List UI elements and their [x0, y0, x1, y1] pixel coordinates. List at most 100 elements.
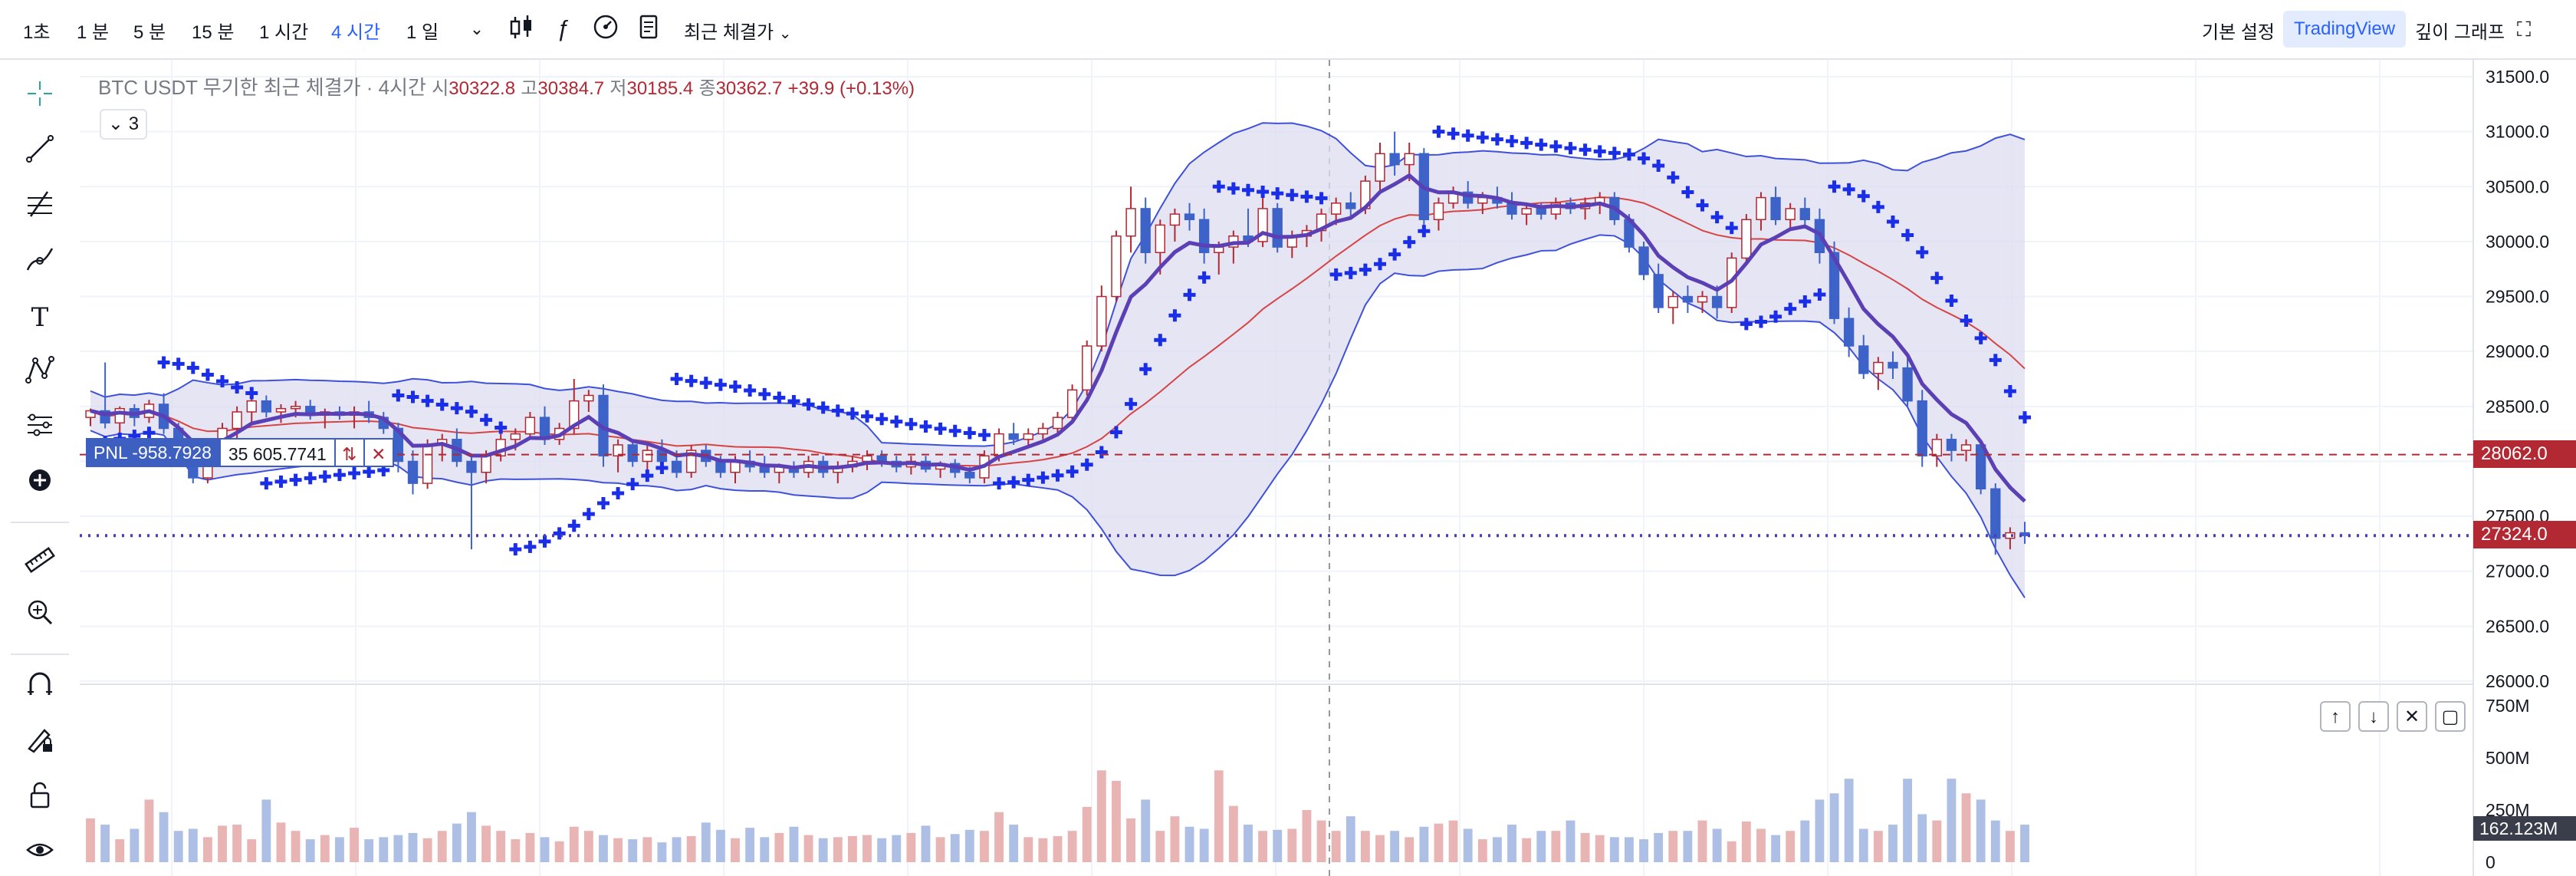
high-label: 고	[521, 78, 538, 99]
sar-marker	[1374, 258, 1386, 271]
view-depth-button[interactable]: 깊이 그래프	[2415, 22, 2505, 43]
document-icon[interactable]	[633, 14, 664, 44]
volume-bar	[964, 829, 974, 862]
volume-bar	[1244, 825, 1253, 862]
candle	[1741, 219, 1752, 259]
close-icon[interactable]: ✕	[2397, 701, 2427, 732]
candle	[1433, 203, 1444, 221]
candle	[1155, 224, 1165, 253]
volume-bar	[583, 831, 593, 862]
fullscreen-icon[interactable]: ⛶	[2516, 18, 2532, 41]
timeframe-1d[interactable]: 1 일	[406, 22, 439, 43]
sar-marker	[905, 417, 918, 430]
scroll-up-icon[interactable]: ↑	[2320, 701, 2351, 732]
pattern-icon[interactable]	[21, 354, 58, 391]
sar-marker	[509, 543, 522, 556]
volume-bar	[1625, 837, 1634, 862]
volume-bar	[1346, 816, 1355, 862]
timeframe-4h[interactable]: 4 시간	[331, 22, 381, 43]
candle	[261, 400, 272, 413]
volume-bar	[1756, 828, 1766, 862]
gauge-icon[interactable]	[590, 14, 621, 44]
candle	[1873, 361, 1884, 374]
lock-drawing-icon[interactable]	[21, 724, 58, 761]
sar-marker	[1183, 288, 1196, 301]
timeframe-1m[interactable]: 1 분	[77, 22, 110, 43]
zoom-in-icon[interactable]	[21, 597, 58, 634]
candle	[1682, 295, 1694, 303]
sar-marker	[1520, 137, 1533, 150]
indicators-icon[interactable]: ƒ	[556, 16, 570, 41]
price-chart[interactable]: 31500.0 31000.0 30500.0 30000.0 29500.0 29000…	[80, 60, 2576, 876]
fib-tool-icon[interactable]	[21, 189, 58, 226]
candle-style-icon[interactable]	[506, 14, 537, 44]
sar-marker	[1139, 363, 1152, 376]
volume-bar	[173, 831, 183, 862]
sar-marker	[245, 387, 258, 400]
volume-bar	[833, 837, 843, 862]
maximize-icon[interactable]: ▢	[2435, 701, 2466, 732]
sar-marker	[480, 413, 493, 426]
volume-bar	[437, 831, 447, 862]
volume-bar	[364, 839, 374, 862]
volume-bar	[159, 812, 169, 862]
sar-marker	[1432, 125, 1445, 138]
volume-bar	[760, 837, 770, 862]
moving-average-line	[90, 173, 2026, 503]
sar-marker	[1564, 142, 1577, 155]
volume-bar	[569, 826, 579, 862]
view-tradingview-button[interactable]: TradingView	[2283, 11, 2407, 48]
volume-bar	[2020, 825, 2029, 862]
sar-marker	[1710, 211, 1723, 224]
add-circle-icon[interactable]	[21, 465, 58, 502]
candle	[1389, 153, 1400, 166]
candle	[2005, 532, 2016, 539]
volume-bar	[305, 839, 315, 862]
candle	[964, 472, 975, 479]
chevron-down-icon[interactable]: ⌄	[469, 19, 485, 38]
forecast-icon[interactable]	[21, 410, 58, 446]
trend-line-icon[interactable]	[21, 133, 58, 170]
text-tool-icon[interactable]: T	[31, 302, 49, 333]
candle	[232, 411, 242, 430]
timeframe-15m[interactable]: 15 분	[192, 22, 235, 43]
view-basic-button[interactable]: 기본 설정	[2202, 22, 2275, 43]
sar-marker	[1989, 354, 2002, 367]
sar-marker	[802, 398, 815, 411]
candle	[1536, 208, 1546, 215]
ruler-icon[interactable]	[21, 545, 58, 581]
volume-bar	[1507, 825, 1516, 862]
crosshair-icon[interactable]	[21, 78, 58, 115]
close-icon[interactable]: ✕	[364, 438, 394, 467]
timeframe-1h[interactable]: 1 시간	[259, 22, 309, 43]
price-source-select[interactable]: 최근 체결가 ⌄	[684, 17, 792, 44]
sar-marker	[143, 426, 156, 440]
indicator-count: 3	[128, 114, 140, 134]
candle	[1184, 213, 1195, 221]
sar-marker	[1359, 263, 1372, 276]
sar-marker	[260, 477, 273, 490]
sar-marker	[553, 527, 566, 540]
candle	[100, 410, 110, 424]
candle	[1668, 295, 1678, 308]
scroll-down-icon[interactable]: ↓	[2358, 701, 2389, 732]
sar-marker	[831, 404, 844, 417]
volume-bar	[554, 841, 564, 862]
brush-icon[interactable]	[21, 244, 58, 281]
timeframe-1s[interactable]: 1초	[23, 22, 51, 43]
sar-marker	[1490, 133, 1503, 146]
volume-bar	[1038, 838, 1048, 862]
change-value: +39.9 (+0.13%)	[787, 78, 915, 99]
reverse-position-icon[interactable]: ⇅	[335, 438, 365, 467]
eye-icon[interactable]	[21, 835, 58, 871]
volume-bar	[1551, 831, 1561, 862]
magnet-icon[interactable]	[21, 669, 58, 706]
sar-marker	[1857, 189, 1870, 203]
volume-bar	[261, 799, 271, 862]
lock-icon[interactable]	[21, 779, 58, 816]
volume-bar	[789, 826, 799, 862]
timeframe-5m[interactable]: 5 분	[133, 22, 166, 43]
indicators-collapse-button[interactable]: ⌄ 3	[100, 109, 147, 140]
volume-bar	[496, 831, 506, 862]
position-line-label[interactable]: PNL -958.7928 35 605.7741 ⇅ ✕	[86, 438, 394, 467]
